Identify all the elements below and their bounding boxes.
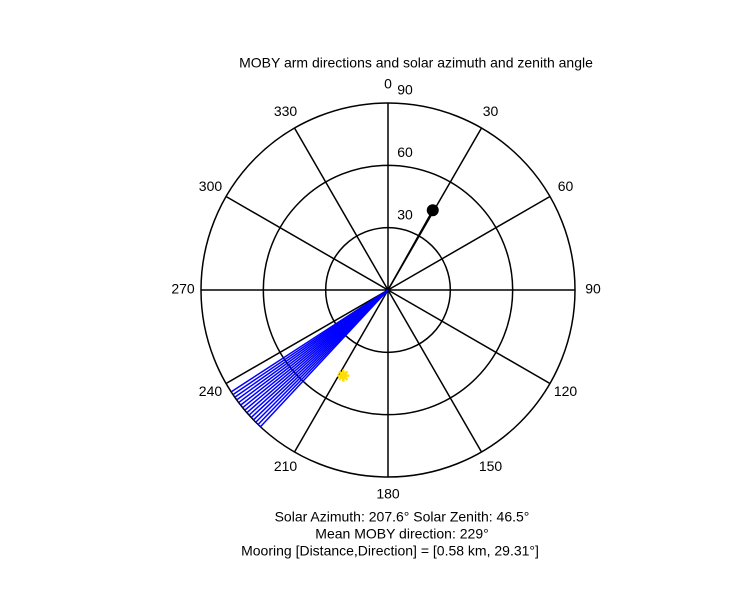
theta-tick-label: 60 [558,178,574,194]
grid-spoke [387,289,551,385]
plot-area [230,204,439,428]
r-tick-label: 60 [397,144,413,160]
theta-tick-label: 270 [171,281,195,297]
mooring-line [387,209,434,291]
theta-tick-label: 240 [199,383,223,399]
grid-spoke [225,289,389,385]
sun-marker [337,369,350,382]
grid-spoke [225,195,389,291]
r-tick-label: 90 [397,82,413,98]
grid-spoke [387,195,551,291]
theta-tick-label: 330 [274,103,298,119]
theta-tick-label: 30 [483,103,499,119]
grid-spoke [293,127,389,291]
arm-direction-line [230,289,389,393]
grid-spoke [293,289,389,453]
annotation: Mooring [Distance,Direction] = [0.58 km,… [241,543,539,559]
annotation: Mean MOBY direction: 229° [315,526,488,542]
annotation: Solar Azimuth: 207.6° Solar Zenith: 46.5… [275,509,530,525]
r-tick-label: 30 [397,206,413,222]
chart-title: MOBY arm directions and solar azimuth an… [239,55,593,71]
theta-tick-label: 210 [274,458,298,474]
theta-tick-label: 150 [479,458,503,474]
theta-tick-label: 0 [384,76,392,92]
theta-tick-label: 180 [376,486,400,502]
theta-tick-label: 300 [199,178,223,194]
theta-tick-label: 90 [585,281,601,297]
theta-tick-label: 120 [554,383,578,399]
grid-spoke [387,289,483,453]
mooring-marker [426,204,439,217]
